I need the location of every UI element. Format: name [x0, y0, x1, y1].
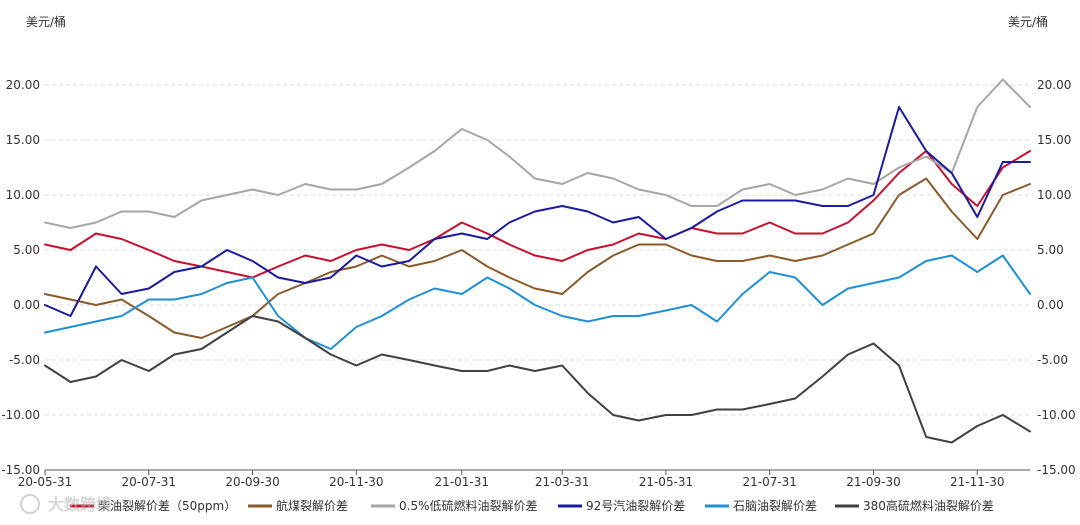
y-tick-label-right: 15.00 — [1037, 133, 1071, 147]
y-tick-label-right: -15.00 — [1037, 463, 1076, 477]
legend-label: 92号汽油裂解价差 — [586, 498, 685, 513]
series-layer — [44, 78, 1031, 444]
y-tick-labels-left: -15.00 -10.00 -5.00 0.00 5.00 10.00 15.00 20.00 — [1, 78, 40, 477]
series-line-4 — [44, 106, 1031, 317]
y-tick-label-left: -15.00 — [1, 463, 40, 477]
x-tick-label: 20-07-31 — [122, 475, 176, 489]
y-tick-label-right: -10.00 — [1037, 408, 1076, 422]
y-tick-label-left: 15.00 — [6, 133, 40, 147]
y-tick-label-left: 0.00 — [13, 298, 40, 312]
legend-label: 0.5%低硫燃料油裂解价差 — [399, 498, 538, 513]
x-tick-label: 21-11-30 — [950, 475, 1004, 489]
x-tick-label: 20-11-30 — [329, 475, 383, 489]
series-line-1 — [44, 150, 1031, 279]
y-tick-label-left: 20.00 — [6, 78, 40, 92]
x-tick-label: 21-03-31 — [535, 475, 589, 489]
series-line-2 — [44, 177, 1031, 339]
x-tick-label: 21-09-30 — [846, 475, 900, 489]
watermark-text: 大数跨境 — [48, 495, 112, 514]
x-tick-labels: 20-05-31 20-07-31 20-09-30 20-11-30 21-01-31… — [18, 470, 1004, 489]
watermark: 大数跨境 — [20, 494, 112, 514]
x-tick-label: 21-07-31 — [742, 475, 796, 489]
grid-layer — [45, 84, 1030, 471]
y-tick-label-right: 20.00 — [1037, 78, 1071, 92]
y-tick-label-right: -5.00 — [1037, 353, 1068, 367]
series-line-3 — [44, 78, 1031, 229]
legend-label: 航煤裂解价差 — [276, 498, 348, 513]
y-tick-label-right: 5.00 — [1037, 243, 1064, 257]
legend-label: 380高硫燃料油裂解价差 — [863, 498, 994, 513]
y-tick-label-left: -5.00 — [9, 353, 40, 367]
legend: 柴油裂解价差（50ppm） 航煤裂解价差 0.5%低硫燃料油裂解价差 92号汽油裂解价… — [70, 498, 994, 513]
legend-label: 石脑油裂解价差 — [733, 499, 817, 513]
y-tick-label-left: -10.00 — [1, 408, 40, 422]
watermark-logo-icon — [20, 494, 40, 514]
legend-label: 柴油裂解价差（50ppm） — [98, 499, 236, 513]
y-tick-label-left: 5.00 — [13, 243, 40, 257]
y-tick-label-right: 10.00 — [1037, 188, 1071, 202]
series-line-5 — [44, 254, 1031, 350]
x-tick-label: 21-01-31 — [435, 475, 489, 489]
x-tick-label: 21-05-31 — [639, 475, 693, 489]
series-line-6 — [44, 315, 1031, 444]
y-tick-label-left: 10.00 — [6, 188, 40, 202]
y-axis-unit-right: 美元/桶 — [1008, 14, 1048, 29]
y-tick-labels-right: -15.00 -10.00 -5.00 0.00 5.00 10.00 15.00 20.00 — [1037, 78, 1076, 477]
y-axis-unit-left: 美元/桶 — [26, 14, 66, 29]
x-tick-label: 20-05-31 — [18, 475, 72, 489]
x-tick-label: 20-09-30 — [225, 475, 279, 489]
y-tick-label-right: 0.00 — [1037, 298, 1064, 312]
